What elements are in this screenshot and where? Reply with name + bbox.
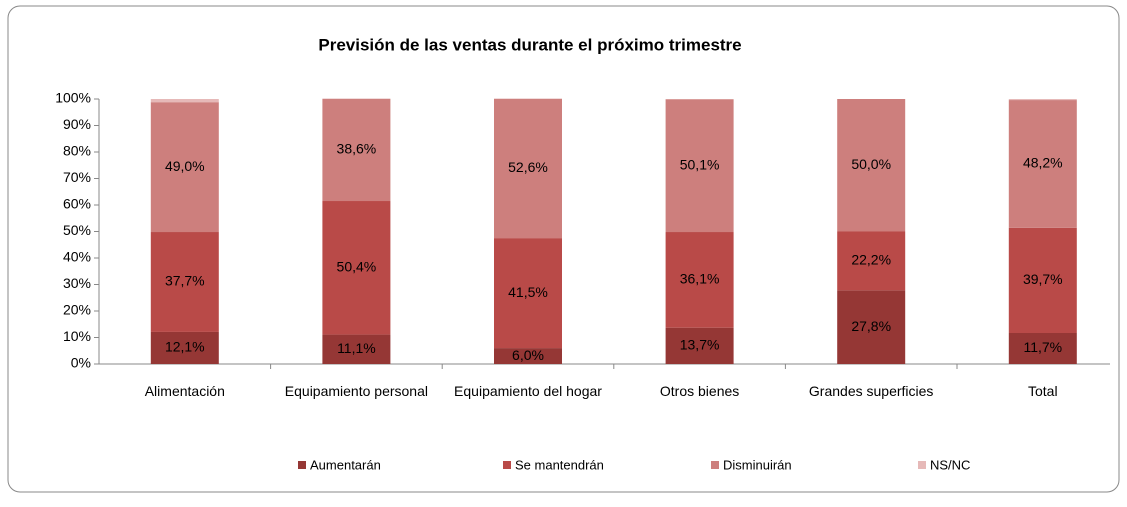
bar-segment [322,334,391,364]
x-tick-label: Total [1028,383,1058,399]
bar-segment [665,327,734,364]
x-tick-label: Equipamiento personal [284,383,428,399]
data-label: 37,7% [165,273,205,289]
bar-segment [665,99,734,233]
data-label: 22,2% [851,252,891,268]
x-label-box: Grandes superficies [808,383,934,399]
data-label: 12,1% [165,339,205,355]
y-tick-label: 100% [55,90,91,106]
bar-segment [322,98,391,202]
bar-segment [1008,99,1077,101]
legend-swatch [298,461,306,469]
bar-segment [665,232,734,328]
y-tick-label: 50% [63,222,91,238]
bar-segment [837,99,906,232]
data-label: 27,8% [851,318,891,334]
bar-segment [150,102,219,233]
data-label: 48,2% [1023,155,1063,171]
y-tick-label: 90% [63,116,91,132]
bar-segment [1008,100,1077,228]
legend-label: NS/NC [930,457,970,472]
bar-segment [1008,227,1077,333]
data-label: 11,7% [1023,339,1062,355]
bar-segment [494,348,562,364]
x-tick-label: Equipamiento del hogar [454,383,602,399]
x-tick-label: Otros bienes [659,383,740,399]
data-label: 13,7% [680,337,720,353]
bar-segment [494,98,562,239]
x-label-box: Alimentación [144,383,225,399]
x-label-box: Otros bienes [659,383,740,399]
legend-swatch [918,461,926,469]
bar-segment [837,290,906,364]
y-tick-label: 10% [63,328,91,344]
y-tick-label: 40% [63,249,91,265]
data-label: 50,4% [337,259,377,275]
y-tick-label: 70% [63,169,91,185]
data-label: 36,1% [680,271,720,287]
bar-segment [1008,332,1077,364]
bar-segment [322,201,391,335]
data-label: 49,0% [165,158,205,174]
x-label-box: Total [1028,383,1058,399]
legend-swatch [711,461,719,469]
x-tick-label: Alimentación [144,383,225,399]
x-label-box: Equipamiento del hogar [454,383,602,399]
data-label: 41,5% [508,284,548,300]
y-tick-label: 20% [63,302,91,318]
data-label: 11,1% [337,340,376,356]
data-label: 50,1% [680,156,720,172]
data-label: 50,0% [851,156,891,172]
x-tick-label: Grandes superficies [808,383,934,399]
y-tick-label: 80% [63,143,91,159]
data-label: 38,6% [337,141,377,157]
chart-title: Previsión de las ventas durante el próxi… [318,35,741,54]
y-tick-label: 30% [63,275,91,291]
bar-segment [150,232,219,332]
data-label: 6,0% [512,347,544,363]
data-label: 52,6% [508,159,548,175]
y-tick-label: 0% [71,355,91,371]
bar-segment [150,99,219,103]
bar-segment [494,238,562,349]
legend-label: Se mantendrán [515,457,604,472]
bar-segment [150,331,219,364]
legend-label: Aumentarán [310,457,381,472]
legend-label: Disminuirán [723,457,792,472]
data-label: 39,7% [1023,271,1063,287]
y-tick-label: 60% [63,196,91,212]
x-label-box: Equipamiento personal [284,383,428,399]
legend-swatch [503,461,511,469]
bar-segment [837,231,906,291]
